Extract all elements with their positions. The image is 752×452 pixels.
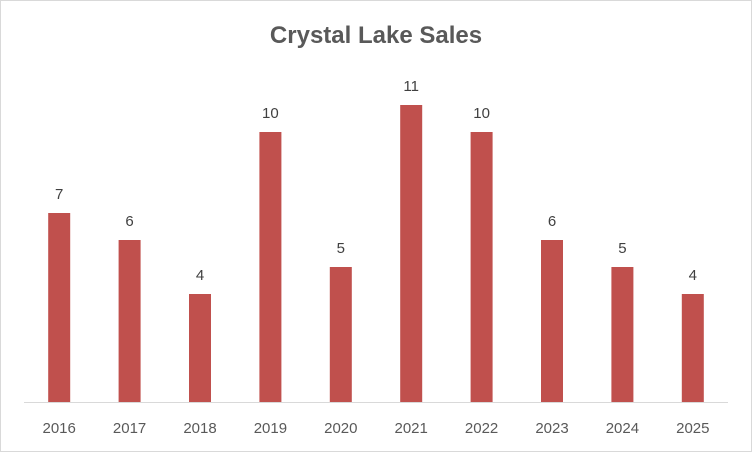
bar-2021 [400, 105, 423, 402]
x-tick-label-2022: 2022 [465, 420, 498, 437]
x-tick-label-2023: 2023 [535, 420, 568, 437]
data-label-2024: 5 [618, 240, 626, 257]
data-label-2025: 4 [689, 267, 697, 284]
data-label-2021: 11 [403, 78, 419, 95]
bar-2019 [259, 132, 282, 402]
chart-title: Crystal Lake Sales [269, 22, 483, 49]
x-tick-label-2016: 2016 [43, 420, 76, 437]
data-label-2022: 10 [473, 105, 490, 122]
data-label-2019: 10 [262, 105, 279, 122]
bar-2020 [329, 267, 352, 402]
x-tick-label-2018: 2018 [183, 420, 216, 437]
bar-2018 [189, 294, 211, 402]
bar-2023 [541, 240, 563, 402]
x-tick-label-2024: 2024 [606, 420, 639, 437]
data-label-2016: 7 [55, 186, 63, 203]
data-label-2017: 6 [125, 213, 133, 230]
x-tick-label-2017: 2017 [113, 420, 146, 437]
bar-2025 [681, 294, 704, 402]
x-tick-label-2019: 2019 [254, 420, 287, 437]
bar-2022 [470, 132, 493, 402]
data-label-2023: 6 [548, 213, 556, 230]
bar-2016 [48, 213, 71, 402]
x-tick-label-2025: 2025 [676, 420, 709, 437]
x-tick-label-2021: 2021 [395, 420, 428, 437]
bar-2017 [118, 240, 141, 402]
data-label-2020: 5 [337, 240, 345, 257]
x-tick-label-2020: 2020 [324, 420, 357, 437]
bar-2024 [611, 267, 634, 402]
data-label-2018: 4 [196, 267, 204, 284]
